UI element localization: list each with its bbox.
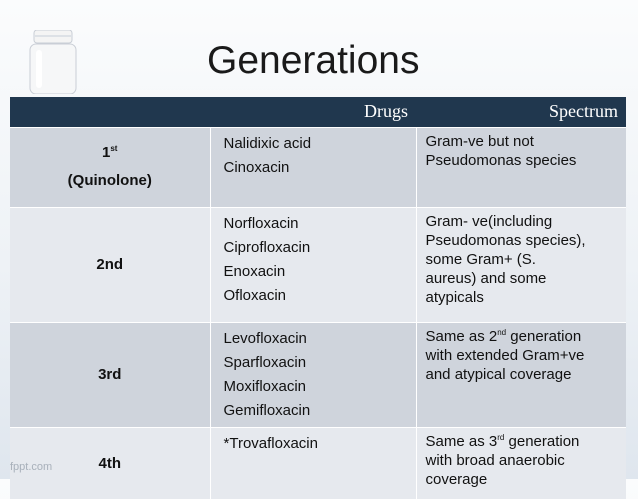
header-drugs: Drugs (364, 101, 408, 122)
watermark: fppt.com (10, 461, 53, 473)
drug-name: Ciprofloxacin (223, 238, 311, 256)
header-spectrum: Spectrum (549, 101, 618, 122)
drug-name: *Trovafloxacin (223, 434, 318, 452)
drug-name: Ofloxacin (223, 286, 287, 304)
drug-name: Enoxacin (223, 262, 286, 280)
generation-sublabel: (Quinolone) (67, 172, 152, 189)
table-row: 3rd Levofloxacin Sparfloxacin Moxifloxac… (10, 321, 626, 427)
drug-name: Levofloxacin (223, 329, 307, 347)
drugs-cell: *Trovafloxacin (209, 426, 416, 499)
header-generation (10, 97, 210, 127)
drug-name: Sparfloxacin (223, 353, 307, 371)
table-row: 2nd Norfloxacin Ciprofloxacin Enoxacin O… (10, 206, 626, 322)
generation-label: 1st (102, 144, 118, 161)
drugs-cell: Levofloxacin Sparfloxacin Moxifloxacin G… (209, 321, 416, 427)
drugs-cell: Norfloxacin Ciprofloxacin Enoxacin Oflox… (209, 206, 416, 322)
drug-name: Moxifloxacin (223, 377, 307, 395)
table-row: 1st (Quinolone) Nalidixic acid Cinoxacin… (10, 126, 626, 207)
pill-bottle-icon (29, 30, 77, 94)
generation-cell: 3rd (10, 321, 210, 427)
drugs-cell: Nalidixic acid Cinoxacin (209, 126, 416, 207)
spectrum-cell: Same as 2nd generation with extended Gra… (415, 321, 626, 427)
spectrum-cell: Gram-ve but not Pseudomonas species (415, 126, 626, 207)
generations-table: Drugs Spectrum 1st (Quinolone) Nalidixic… (10, 97, 626, 499)
generation-cell: 1st (Quinolone) (10, 126, 210, 207)
drug-name: Gemifloxacin (223, 401, 311, 419)
drug-name: Cinoxacin (223, 158, 290, 176)
spectrum-cell: Gram- ve(including Pseudomonas species),… (415, 206, 626, 322)
drug-name: Nalidixic acid (223, 134, 312, 152)
page-title: Generations (207, 39, 420, 82)
drug-name: Norfloxacin (223, 214, 299, 232)
table-row: 4th *Trovafloxacin Same as 3rd generatio… (10, 426, 626, 499)
table-header-row: Drugs Spectrum (10, 97, 626, 127)
spectrum-cell: Same as 3rd generation with broad anaero… (415, 426, 626, 499)
generation-cell: 2nd (10, 206, 210, 322)
